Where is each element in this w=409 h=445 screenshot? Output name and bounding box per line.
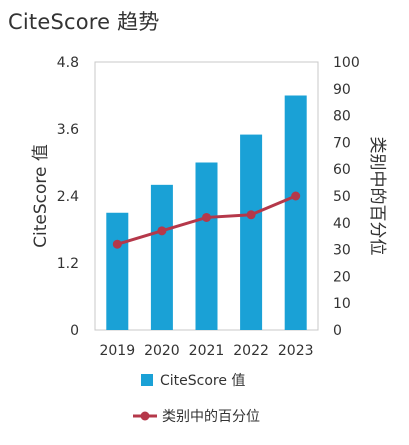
y2-tick-label: 40 xyxy=(333,216,351,232)
y2-tick-label: 90 xyxy=(333,82,351,98)
y2-tick-label: 20 xyxy=(333,269,351,285)
bar xyxy=(240,134,263,330)
x-tick-label: 2019 xyxy=(99,343,135,359)
y2-tick-label: 100 xyxy=(333,55,360,71)
percentile-point xyxy=(157,226,167,236)
y2-tick-label: 70 xyxy=(333,135,351,151)
chart-title: CiteScore 趋势 xyxy=(8,10,160,34)
y2-tick-label: 10 xyxy=(333,296,351,312)
y-tick-label: 3.6 xyxy=(57,122,79,138)
y-tick-label: 0 xyxy=(70,323,79,339)
x-tick-label: 2020 xyxy=(144,343,180,359)
percentile-point xyxy=(246,210,256,220)
y-tick-label: 1.2 xyxy=(57,256,79,272)
x-tick-label: 2023 xyxy=(278,343,314,359)
percentile-point xyxy=(291,191,301,201)
bar xyxy=(106,212,129,330)
y2-tick-label: 0 xyxy=(333,323,342,339)
y-tick-label: 2.4 xyxy=(57,189,79,205)
x-tick-label: 2022 xyxy=(233,343,269,359)
x-tick-label: 2021 xyxy=(189,343,225,359)
bar xyxy=(284,95,307,330)
y2-tick-label: 60 xyxy=(333,162,351,178)
y2-tick-label: 50 xyxy=(333,189,351,205)
y-tick-label: 4.8 xyxy=(57,55,79,71)
bar xyxy=(150,184,173,330)
legend-line-marker xyxy=(140,411,150,421)
y2-axis-label: 类别中的百分位 xyxy=(367,137,387,256)
legend-line-label: 类别中的百分位 xyxy=(162,409,260,425)
legend-bar-swatch xyxy=(141,374,153,386)
y-axis-label: CiteScore 值 xyxy=(31,144,51,248)
y2-tick-label: 80 xyxy=(333,109,351,125)
percentile-point xyxy=(202,212,211,222)
y2-tick-label: 30 xyxy=(333,243,351,259)
legend-bar-label: CiteScore 值 xyxy=(160,373,245,389)
bar xyxy=(195,162,218,330)
percentile-point xyxy=(112,239,122,249)
